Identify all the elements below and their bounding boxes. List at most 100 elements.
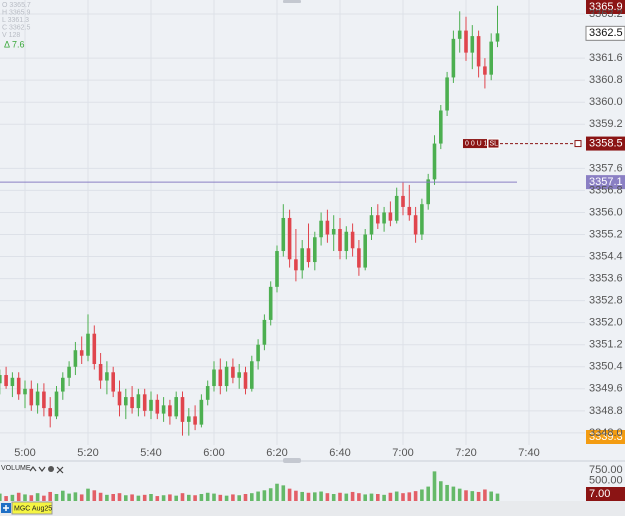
candle-body (457, 30, 462, 39)
volume-bar (432, 471, 437, 501)
ohlc-info: L 3361.3 (2, 17, 29, 24)
candle-body (130, 397, 134, 409)
candle-body (275, 251, 279, 287)
volume-bar (231, 494, 235, 501)
price-tag-box (586, 136, 625, 151)
candle-body (111, 372, 115, 392)
candle-body (476, 36, 481, 67)
candle-body (344, 231, 349, 252)
candle-body (331, 228, 336, 235)
axis-background (585, 0, 625, 501)
price-tag-box (586, 430, 625, 444)
volume-bar (193, 495, 197, 501)
instrument-tab[interactable] (11, 501, 53, 515)
candle-body (10, 377, 15, 387)
volume-bar (357, 493, 361, 501)
ohlc-info: C 3362.5 (2, 24, 31, 31)
x-tick-label: 7:00 (392, 447, 413, 459)
volume-bar (306, 492, 311, 501)
x-tick-label: 6:20 (266, 447, 287, 459)
volume-bar (35, 493, 40, 501)
volume-bar (476, 491, 481, 501)
candle-body (420, 204, 424, 235)
volume-bar (300, 491, 304, 501)
volume-tick-label: 750.00 (589, 464, 623, 476)
candle-body (483, 66, 487, 75)
volume-bar (0, 493, 2, 501)
price-tag: 7.00 (589, 488, 610, 500)
candle-body (0, 375, 2, 384)
volume-bar (294, 490, 298, 501)
volume-bar (124, 495, 128, 501)
volume-bar (451, 486, 456, 501)
volume-bar (155, 496, 160, 501)
order-type-box (487, 138, 500, 149)
price-tag: 3358.5 (589, 137, 623, 149)
volume-bar (250, 493, 254, 501)
volume-bar (149, 494, 153, 501)
pane-controls[interactable] (29, 466, 64, 474)
candle-body (363, 234, 367, 268)
volume-bar (439, 481, 443, 501)
candle-body (73, 350, 78, 367)
volume-bar (48, 491, 52, 501)
candle-body (124, 397, 128, 406)
volume-bar (275, 483, 279, 501)
volume-bar (344, 493, 349, 501)
drag-handle[interactable] (283, 0, 301, 3)
y-tick-label: 3352.8 (589, 295, 623, 307)
candle-body (250, 361, 254, 389)
volume-title: VOLUME (1, 465, 31, 472)
volume-bar (130, 494, 134, 501)
volume-bar (187, 494, 191, 501)
volume-bar (92, 490, 97, 501)
y-tick-label: 3348.0 (589, 427, 623, 439)
plot-background (0, 0, 585, 461)
x-tick-label: 6:40 (329, 447, 350, 459)
settings-icon[interactable] (48, 466, 54, 472)
price-tag-box (586, 0, 625, 14)
y-tick-label: 3360.0 (589, 96, 623, 108)
volume-bar (376, 494, 380, 501)
y-tick-label: 3363.2 (589, 8, 623, 20)
volume-bar (29, 495, 34, 501)
candle-body (313, 237, 317, 263)
volume-bar (243, 494, 248, 501)
candle-body (281, 217, 286, 252)
y-tick-label: 3349.6 (589, 383, 623, 395)
y-tick-label: 3348.8 (589, 405, 623, 417)
volume-bar (111, 494, 115, 501)
volume-bar (281, 485, 286, 501)
volume-bar (457, 488, 462, 501)
candle-body (369, 215, 374, 235)
volume-bar (23, 494, 27, 501)
candle-body (300, 248, 304, 271)
volume-bar (262, 490, 267, 501)
volume-bar (489, 491, 493, 501)
volume-bar (42, 495, 46, 501)
candle-body (432, 143, 437, 180)
volume-tick-label: 500.00 (589, 474, 623, 486)
volume-bar (98, 492, 103, 501)
volume-bar (401, 493, 405, 501)
candle-body (382, 212, 386, 224)
volume-bar (256, 491, 260, 501)
candle-body (205, 386, 210, 400)
price-tag-box (585, 25, 625, 41)
ohlc-info: O 3365.7 (2, 2, 31, 9)
candle-body (426, 179, 430, 205)
drag-handle[interactable] (283, 458, 301, 463)
candle-body (98, 364, 103, 381)
candle-body (224, 366, 229, 387)
volume-bar (86, 488, 90, 501)
volume-bar (117, 493, 122, 501)
candle-body (306, 248, 311, 263)
volume-bar (313, 492, 317, 501)
candle-body (180, 397, 185, 422)
candle-body (237, 372, 241, 378)
candle-body (187, 416, 191, 422)
candle-body (407, 206, 412, 216)
volume-bar (350, 491, 355, 501)
volume-bar (369, 493, 374, 501)
